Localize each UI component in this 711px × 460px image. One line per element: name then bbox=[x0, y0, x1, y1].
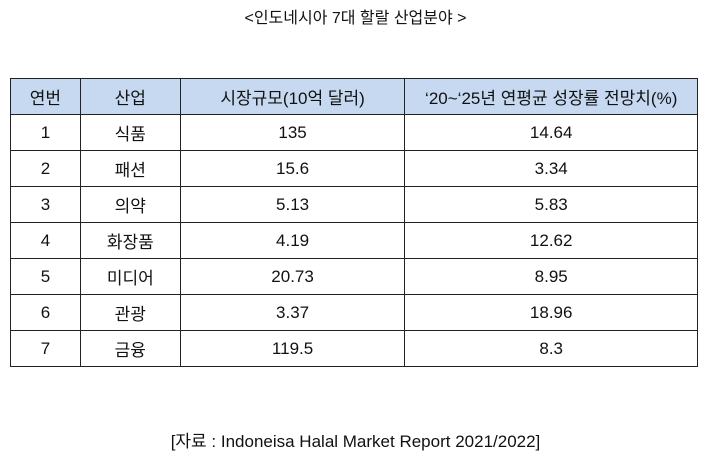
header-cell: 산업 bbox=[79, 78, 181, 115]
table-cell: 15.6 bbox=[179, 150, 406, 187]
table-row: 6 관광 3.37 18.96 bbox=[10, 294, 698, 331]
table-cell: 2 bbox=[10, 150, 81, 187]
table-cell: 5 bbox=[10, 258, 81, 295]
table-cell: 20.73 bbox=[179, 258, 406, 295]
table-cell: 4 bbox=[10, 222, 81, 259]
table-row: 4 화장품 4.19 12.62 bbox=[10, 222, 698, 259]
table-cell: 패션 bbox=[79, 150, 181, 187]
table-cell: 4.19 bbox=[179, 222, 406, 259]
table-cell: 미디어 bbox=[79, 258, 181, 295]
table-cell: 3 bbox=[10, 186, 81, 223]
table-cell: 119.5 bbox=[179, 330, 406, 367]
table-cell: 금융 bbox=[79, 330, 181, 367]
title: <인도네시아 7대 할랄 산업분야 > bbox=[244, 10, 467, 27]
table-cell: 8.95 bbox=[404, 258, 698, 295]
table-cell: 135 bbox=[179, 114, 406, 151]
source-note: [자료 : Indoneisa Halal Market Report 2021… bbox=[170, 432, 541, 451]
table-cell: 1 bbox=[10, 114, 81, 151]
table-cell: 식품 bbox=[79, 114, 181, 151]
header-cell: ‘20~‘25년 연평균 성장률 전망치(%) bbox=[404, 78, 698, 115]
table-body: 1 식품 135 14.64 2 패션 15.6 3.34 3 의약 5.13 5.83 4 화장품 4.1… bbox=[10, 114, 698, 367]
table-cell: 3.34 bbox=[404, 150, 698, 187]
table-cell: 14.64 bbox=[404, 114, 698, 151]
table-cell: 7 bbox=[10, 330, 81, 367]
table-cell: 5.83 bbox=[404, 186, 698, 223]
table-row: 3 의약 5.13 5.83 bbox=[10, 186, 698, 223]
table-cell: 18.96 bbox=[404, 294, 698, 331]
table-row: 5 미디어 20.73 8.95 bbox=[10, 258, 698, 295]
header-cell: 시장규모(10억 달러) bbox=[179, 78, 406, 115]
table-cell: 관광 bbox=[79, 294, 181, 331]
header-cell: 연번 bbox=[10, 78, 81, 115]
table-cell: 6 bbox=[10, 294, 81, 331]
data-table: 연번 산업 시장규모(10억 달러) ‘20~‘25년 연평균 성장률 전망치(%) … bbox=[10, 78, 698, 367]
table-cell: 의약 bbox=[79, 186, 181, 223]
table-row: 2 패션 15.6 3.34 bbox=[10, 150, 698, 187]
table-cell: 3.37 bbox=[179, 294, 406, 331]
table-cell: 화장품 bbox=[79, 222, 181, 259]
table-cell: 12.62 bbox=[404, 222, 698, 259]
table-cell: 8.3 bbox=[404, 330, 698, 367]
table-cell: 5.13 bbox=[179, 186, 406, 223]
table-row: 1 식품 135 14.64 bbox=[10, 114, 698, 151]
header-row: 연번 산업 시장규모(10억 달러) ‘20~‘25년 연평균 성장률 전망치(%) bbox=[10, 78, 698, 115]
table-row: 7 금융 119.5 8.3 bbox=[10, 330, 698, 367]
